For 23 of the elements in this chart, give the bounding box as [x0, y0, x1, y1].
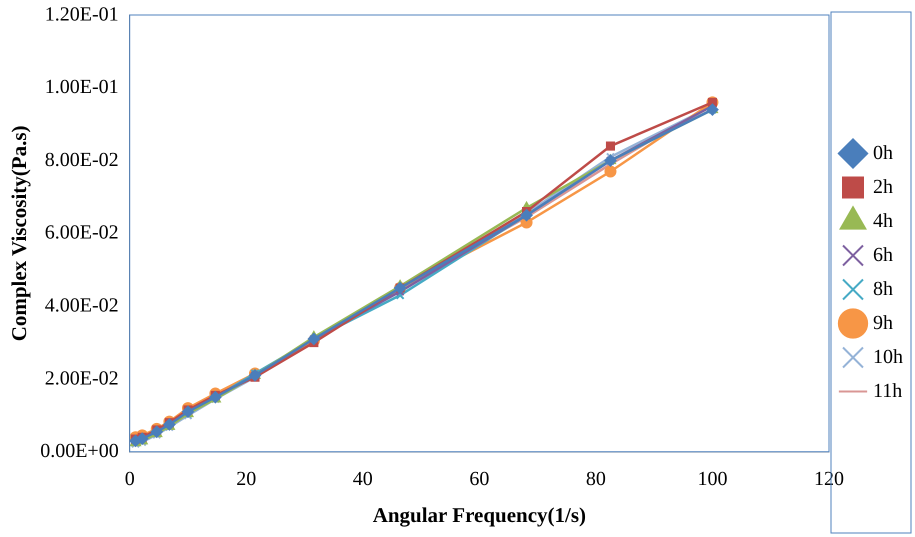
legend-label: 8h: [873, 278, 893, 300]
legend-label: 6h: [873, 244, 893, 266]
legend-label: 11h: [873, 380, 902, 402]
legend-label: 2h: [873, 176, 893, 198]
x-tick-label: 40: [352, 468, 373, 490]
y-axis-title: Complex Viscosity(Pa.s): [7, 125, 32, 342]
y-tick-label: 2.00E-02: [44, 367, 119, 390]
x-axis-title: Angular Frequency(1/s): [372, 502, 586, 527]
x-tick-label: 20: [236, 468, 256, 490]
legend-label: 9h: [873, 312, 893, 334]
y-tick-label: 8.00E-02: [44, 148, 119, 171]
legend-label: 4h: [873, 210, 893, 232]
x-tick-label: 60: [469, 468, 490, 490]
y-tick-label: 6.00E-02: [44, 222, 119, 244]
x-tick-label: 80: [586, 468, 606, 490]
x-tick-label: 100: [697, 468, 728, 490]
y-tick-label: 0.00E+00: [40, 440, 119, 462]
legend-label: 10h: [873, 346, 903, 368]
x-tick-label: 0: [124, 468, 135, 490]
y-tick-label: 1.20E-01: [44, 3, 119, 26]
legend-label: 0h: [873, 142, 893, 164]
y-tick-label: 1.00E-01: [44, 76, 119, 98]
y-tick-label: 4.00E-02: [44, 294, 119, 316]
